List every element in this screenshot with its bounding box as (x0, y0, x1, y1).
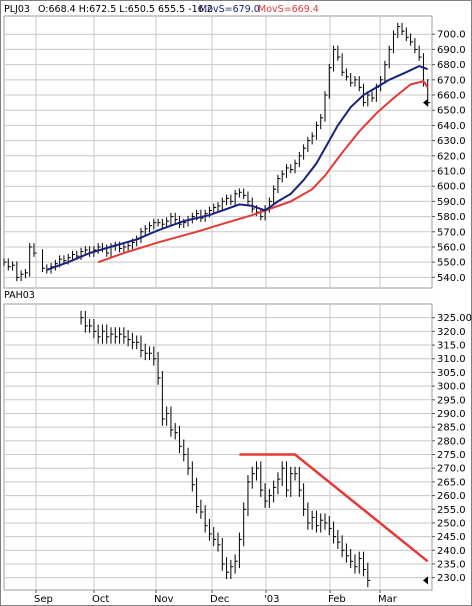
x-tick-label: Nov (154, 594, 174, 605)
x-tick-label: Dec (210, 594, 229, 605)
top-y-tick-label: 630.0 (437, 136, 466, 147)
bottom-y-tick-label: 285.0 (437, 423, 466, 434)
top-y-tick-label: 660.0 (437, 91, 466, 102)
top-ma-slow-line (97, 80, 429, 264)
bottom-y-tick-label: 295.0 (437, 395, 466, 406)
bottom-y-tick-label: 290.0 (437, 409, 466, 420)
top-y-tick-label: 560.0 (437, 242, 466, 253)
top-y-tick-label: 620.0 (437, 151, 466, 162)
x-tick-label: '03 (264, 594, 279, 605)
bottom-symbol: PAH03 (4, 290, 35, 301)
bottom-y-tick-label: 280.0 (437, 436, 466, 447)
bottom-y-tick-label: 270.0 (437, 464, 466, 475)
top-y-tick-label: 600.0 (437, 182, 466, 193)
bottom-y-tick-label: 255.0 (437, 505, 466, 516)
bottom-y-tick-label: 240.0 (437, 546, 466, 557)
bottom-y-tick-label: 315.0 (437, 341, 466, 352)
top-y-tick-label: 680.0 (437, 60, 466, 71)
top-y-tick-label: 580.0 (437, 212, 466, 223)
top-y-tick-label: 550.0 (437, 258, 466, 269)
top-ma-fast-line (46, 65, 429, 271)
bottom-y-tick-label: 245.0 (437, 532, 466, 543)
bottom-y-tick-label: 235.0 (437, 560, 466, 571)
top-y-tick-label: 640.0 (437, 121, 466, 132)
top-y-tick-label: 540.0 (437, 273, 466, 284)
top-price-panel: 540.0 550.0 560.0 570.0 580.0 590.0 600.0 610.0… (3, 15, 466, 289)
bottom-y-tick-label: 230.0 (437, 573, 466, 584)
bottom-y-tick-label: 320.0 (437, 327, 466, 338)
bottom-price-panel: 230.0 235.0 240.0 245.0 250.0 255.0 260.0 265.0… (3, 303, 472, 591)
ma2-label: MovS=669.4 (258, 4, 319, 15)
bottom-trendline (239, 453, 429, 563)
bottom-y-tick-label: 300.0 (437, 382, 466, 393)
bottom-y-tick-label: 325.00 (437, 313, 472, 324)
bottom-y-tick-label: 260.0 (437, 491, 466, 502)
x-tick-label: Oct (92, 594, 109, 605)
bottom-y-tick-label: 250.0 (437, 518, 466, 529)
top-y-tick-label: 690.0 (437, 45, 466, 56)
x-tick-label: Sep (34, 594, 53, 605)
top-last-price-marker (423, 98, 428, 107)
bottom-y-tick-label: 310.0 (437, 354, 466, 365)
top-y-tick-label: 650.0 (437, 106, 466, 117)
top-y-tick-label: 570.0 (437, 227, 466, 238)
top-quote: O:668.4 H:672.5 L:650.5 655.5 -16.2 (38, 4, 213, 15)
x-tick-label: Mar (378, 594, 398, 605)
top-y-tick-label: 590.0 (437, 197, 466, 208)
top-y-tick-label: 610.0 (437, 166, 466, 177)
top-symbol: PLJ03 (4, 4, 30, 15)
x-axis: Sep Oct Nov Dec '03 Feb Mar (34, 590, 398, 605)
top-plot-area (3, 15, 433, 289)
bottom-y-tick-label: 265.0 (437, 477, 466, 488)
x-tick-label: Feb (328, 594, 346, 605)
top-y-tick-label: 670.0 (437, 75, 466, 86)
bottom-y-tick-label: 305.0 (437, 368, 466, 379)
bottom-last-price-marker (423, 576, 428, 585)
top-y-tick-label: 700.0 (437, 30, 466, 41)
bottom-y-tick-label: 275.0 (437, 450, 466, 461)
ma1-label: MovS=679.0 (199, 4, 260, 15)
